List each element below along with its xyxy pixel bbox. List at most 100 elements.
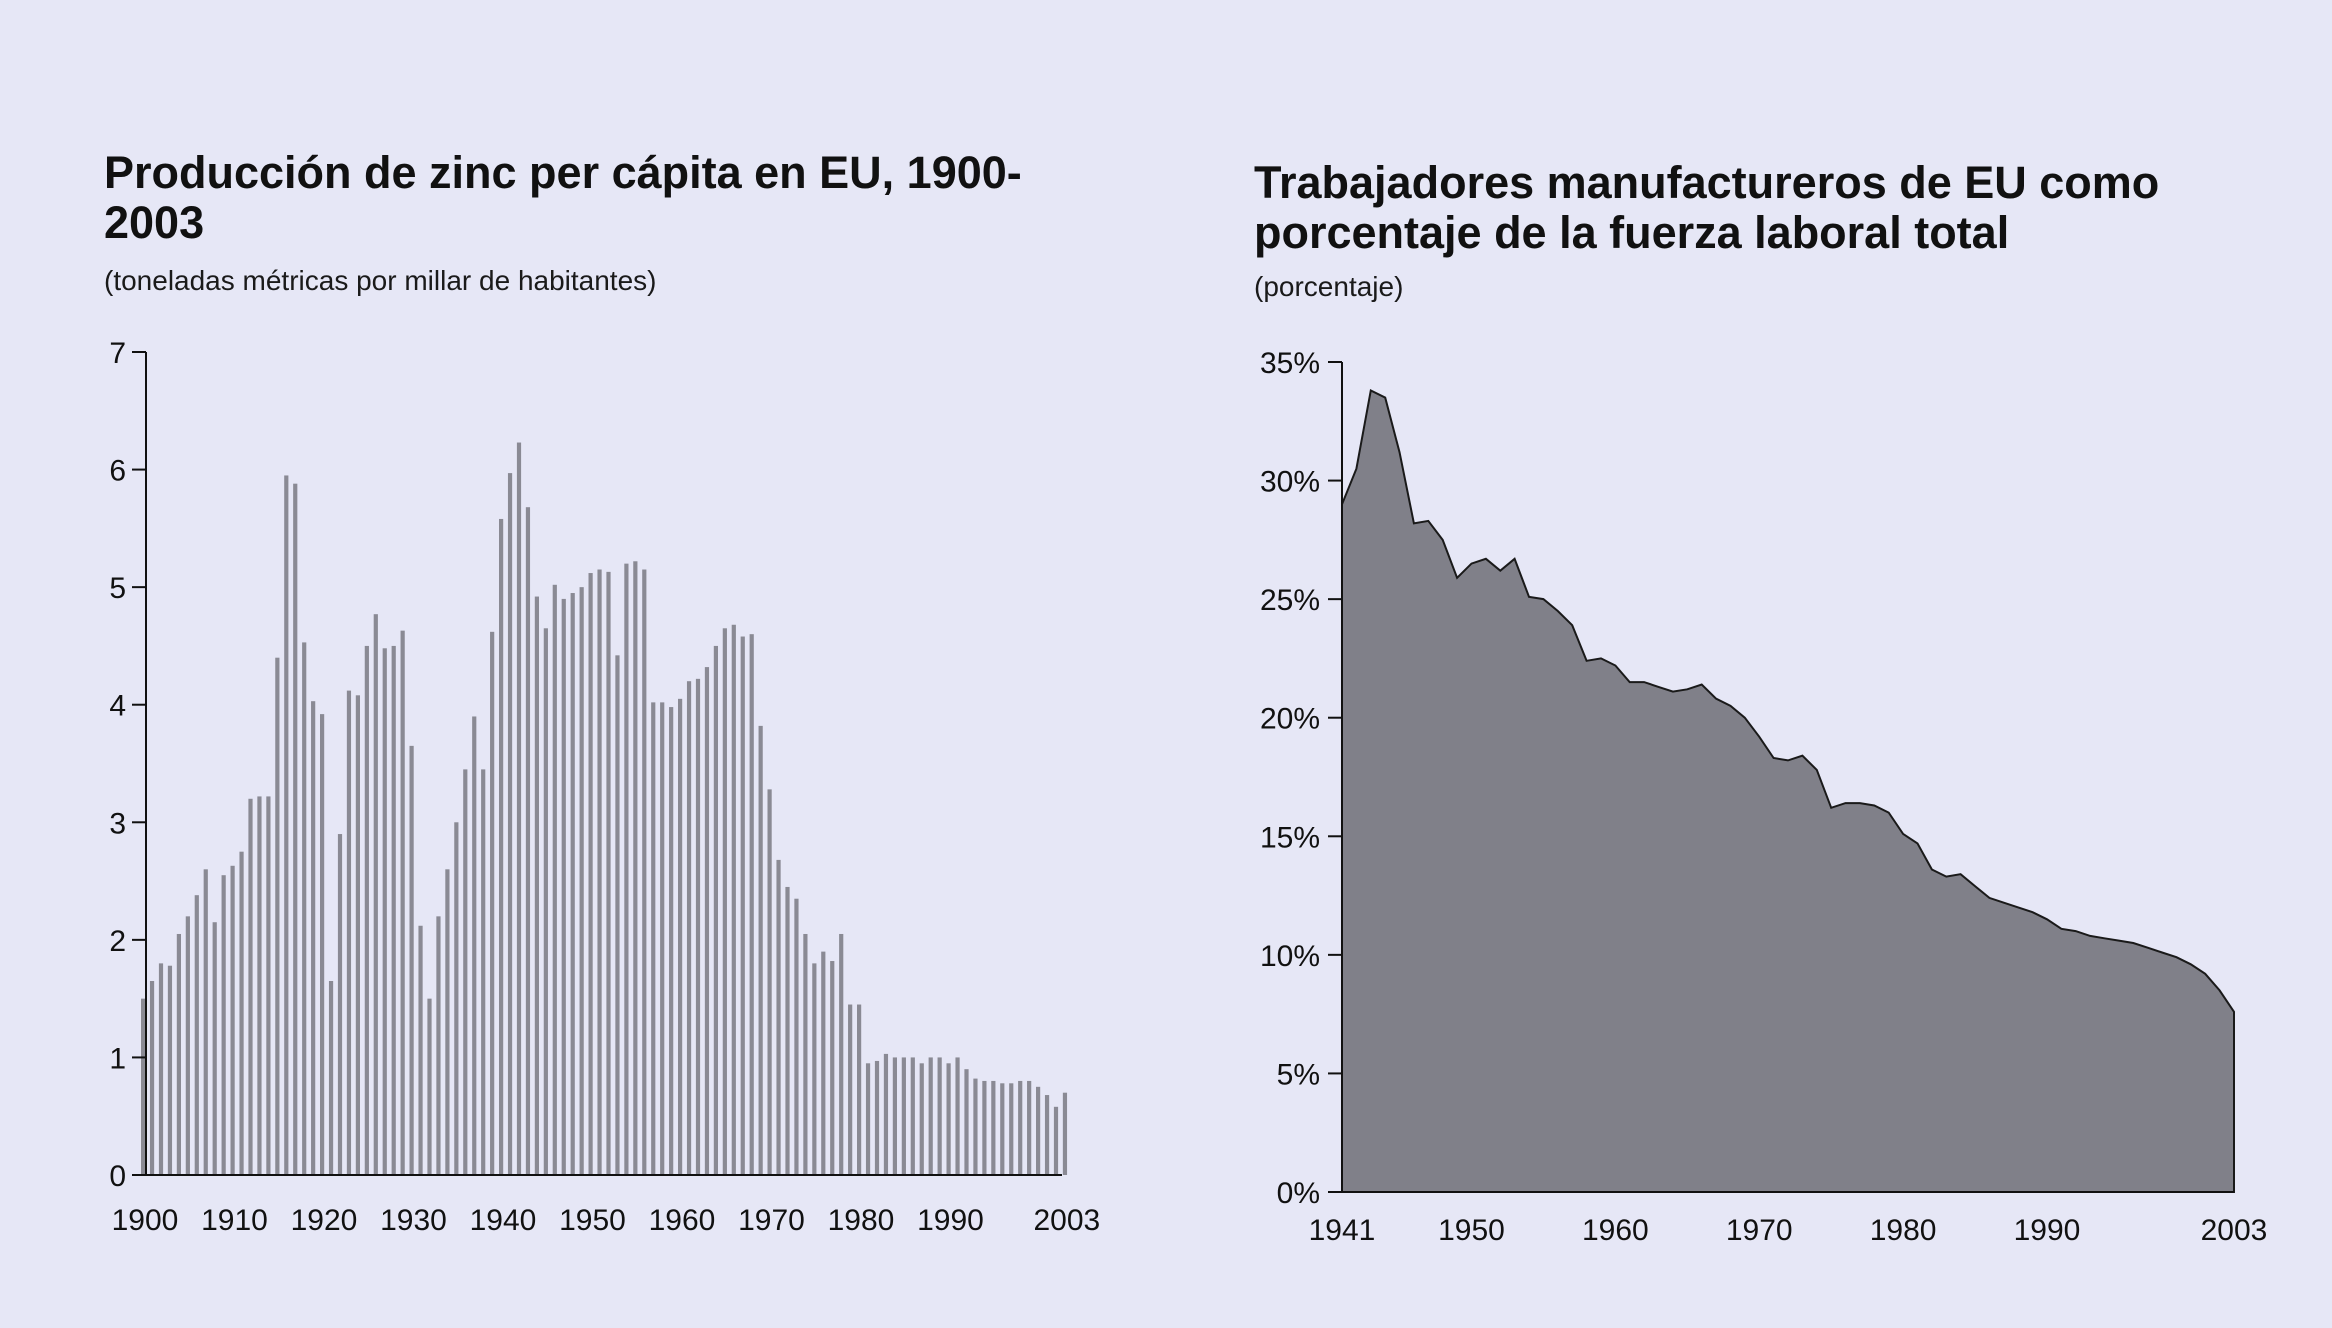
bar-1975 — [812, 963, 817, 1175]
bar-1991 — [955, 1057, 960, 1175]
zinc-x-tick-label-1960: 1960 — [649, 1204, 716, 1237]
workers-y-tick-label-2: 10% — [1260, 940, 1320, 973]
bar-2003 — [1062, 1092, 1068, 1175]
zinc-x-tick-label-1970: 1970 — [738, 1204, 805, 1237]
workers-y-tick-label-3: 15% — [1260, 821, 1320, 854]
bar-1952 — [606, 571, 611, 1175]
bar-1953 — [615, 655, 620, 1175]
bar-1982 — [874, 1060, 880, 1175]
bar-1922 — [337, 834, 343, 1175]
bar-1915 — [275, 657, 280, 1175]
zinc-y-tick-label-0: 0 — [109, 1160, 126, 1193]
zinc-x-tick-label-1910: 1910 — [201, 1204, 268, 1237]
bar-1963 — [704, 667, 710, 1175]
workers-x-tick-label-1941: 1941 — [1309, 1214, 1376, 1247]
zinc-y-tick-label-6: 6 — [109, 455, 126, 488]
bar-1946 — [552, 584, 557, 1175]
zinc-y-tick-label-1: 1 — [109, 1042, 126, 1075]
bar-1928 — [391, 645, 396, 1175]
bar-1931 — [418, 925, 423, 1175]
bar-1969 — [758, 725, 763, 1175]
workers-area — [1341, 389, 2235, 1193]
workers-x-tick-label-2003: 2003 — [2201, 1214, 2268, 1247]
bar-1979 — [848, 1004, 853, 1175]
bar-1967 — [740, 636, 745, 1175]
bar-1905 — [185, 916, 190, 1175]
bar-1917 — [293, 483, 298, 1175]
zinc-x-tick-label-1930: 1930 — [380, 1204, 447, 1237]
workers-x-tick-label-1980: 1980 — [1870, 1214, 1937, 1247]
bar-1909 — [221, 875, 226, 1175]
bar-1968 — [749, 634, 754, 1175]
bar-1960 — [678, 698, 683, 1175]
bar-1934 — [445, 869, 450, 1175]
bar-1912 — [248, 798, 253, 1175]
bar-1986 — [910, 1057, 915, 1175]
bar-1927 — [382, 648, 387, 1175]
bar-1978 — [839, 933, 844, 1175]
bar-1959 — [669, 707, 674, 1175]
bar-1971 — [776, 859, 781, 1175]
zinc-x-tick-label-1900: 1900 — [112, 1204, 179, 1237]
bar-1981 — [865, 1063, 871, 1175]
bar-1945 — [543, 628, 548, 1175]
workers-chart-title: Trabajadores manufactureros de EU como p… — [1254, 157, 2160, 258]
workers-area-chart: 0% 5% 10% 15% 20% 25% 30% 35% 1941 1950 1960 1970 19… — [1260, 347, 2268, 1247]
zinc-y-tick-label-7: 7 — [109, 337, 126, 370]
workers-chart-panel: Trabajadores manufactureros de EU como p… — [1166, 0, 2332, 1328]
bar-1907 — [203, 869, 208, 1175]
bar-1951 — [597, 569, 602, 1175]
bar-1964 — [713, 645, 718, 1175]
zinc-x-tick-label-1990: 1990 — [917, 1204, 984, 1237]
zinc-chart-subtitle: (toneladas métricas por millar de habita… — [104, 265, 657, 296]
bar-1976 — [821, 951, 826, 1175]
bar-1948 — [570, 593, 575, 1175]
workers-y-tick-label-1: 5% — [1277, 1058, 1320, 1091]
bar-1944 — [534, 596, 539, 1175]
bar-1992 — [964, 1069, 969, 1175]
bar-1956 — [642, 569, 647, 1175]
zinc-bar-chart: 0 1 2 3 4 5 6 7 1900 1910 1920 1930 1940 1950 1960 1970… — [109, 337, 1100, 1237]
bar-1950 — [588, 573, 593, 1175]
bar-1932 — [427, 998, 432, 1175]
bar-1900 — [141, 998, 146, 1175]
bar-1925 — [364, 645, 369, 1175]
zinc-x-tick-label-1950: 1950 — [559, 1204, 626, 1237]
bar-1938 — [481, 769, 486, 1175]
zinc-x-tick-label-1920: 1920 — [291, 1204, 358, 1237]
bar-1996 — [1000, 1083, 1005, 1175]
bar-1936 — [463, 769, 468, 1175]
workers-x-tick-label-1960: 1960 — [1582, 1214, 1649, 1247]
bar-1987 — [919, 1063, 924, 1175]
zinc-y-tick-label-5: 5 — [109, 572, 126, 605]
bar-1914 — [266, 796, 271, 1175]
zinc-y-tick-label-2: 2 — [109, 925, 126, 958]
bar-1911 — [239, 851, 244, 1175]
bar-1999 — [1027, 1080, 1032, 1175]
zinc-x-tick-label-1940: 1940 — [470, 1204, 537, 1237]
workers-x-tick-label-1950: 1950 — [1438, 1214, 1505, 1247]
bar-1942 — [516, 442, 522, 1175]
bar-1998 — [1018, 1080, 1023, 1175]
workers-y-tick-label-4: 20% — [1260, 703, 1320, 736]
bar-2001 — [1044, 1095, 1050, 1175]
zinc-x-tick-label-2003: 2003 — [1033, 1204, 1100, 1237]
bar-1988 — [928, 1057, 933, 1175]
bar-1974 — [803, 933, 808, 1175]
bar-1906 — [194, 895, 199, 1175]
workers-y-tick-label-5: 25% — [1260, 584, 1320, 617]
bar-1933 — [436, 916, 441, 1175]
bar-1941 — [507, 473, 513, 1175]
bar-1930 — [409, 745, 414, 1175]
workers-y-tick-label-7: 35% — [1260, 347, 1320, 380]
bar-1962 — [695, 678, 701, 1175]
bar-1935 — [454, 822, 459, 1175]
zinc-y-tick-label-4: 4 — [109, 690, 126, 723]
bar-1923 — [346, 690, 352, 1175]
bar-1994 — [982, 1080, 987, 1175]
bar-1965 — [722, 628, 727, 1175]
bar-1902 — [158, 963, 164, 1175]
bar-1970 — [767, 789, 772, 1175]
zinc-chart-panel: Producción de zinc per cápita en EU, 190… — [104, 148, 1100, 1238]
workers-chart-subtitle: (porcentaje) — [1254, 271, 1404, 302]
